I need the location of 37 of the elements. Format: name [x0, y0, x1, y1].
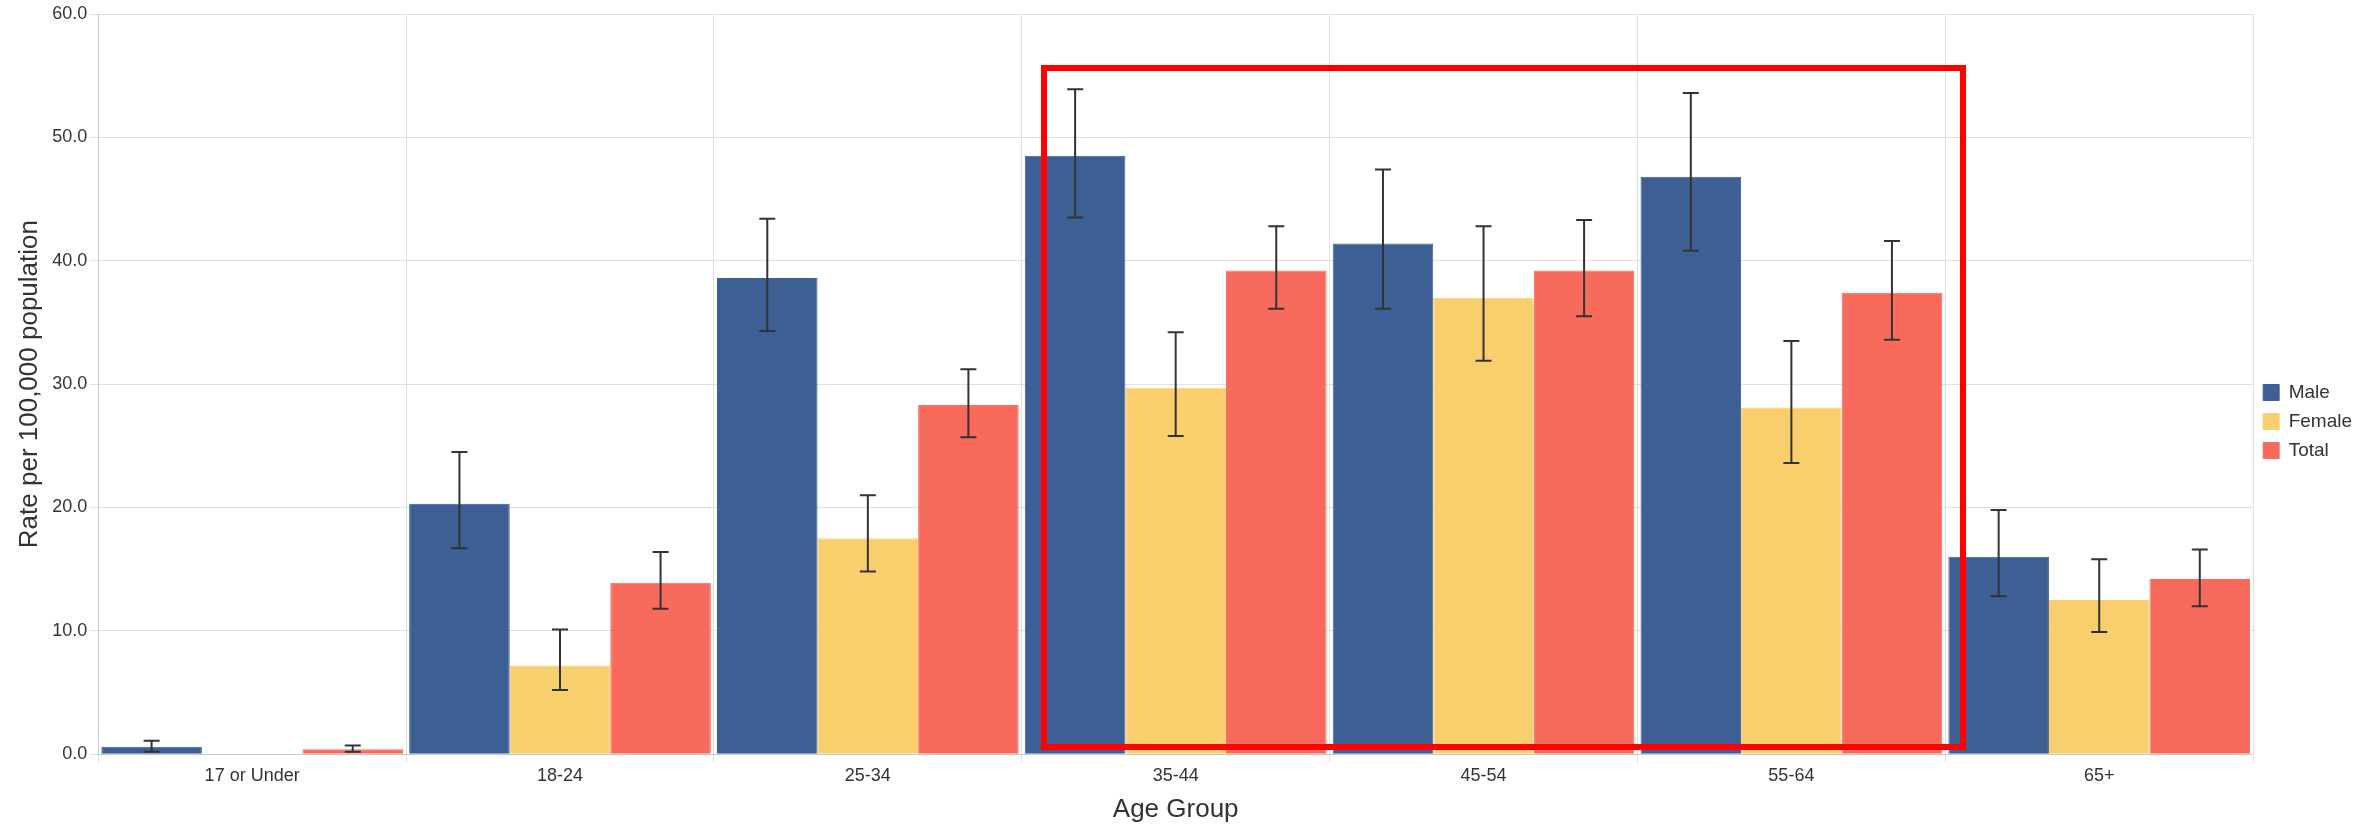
bar — [409, 503, 510, 754]
bar — [2149, 579, 2251, 754]
bar — [1225, 270, 1327, 754]
y-tick-label: 0.0 — [62, 743, 88, 764]
legend-label: Female — [2288, 409, 2352, 431]
y-tick-label: 20.0 — [52, 496, 88, 517]
bar — [1741, 407, 1842, 754]
y-tick-label: 60.0 — [52, 2, 88, 23]
bar — [2048, 599, 2150, 754]
x-tick-label: 55-64 — [1768, 764, 1815, 785]
bar — [717, 278, 818, 754]
y-tick-label: 30.0 — [52, 373, 88, 394]
x-tick-label: 25-34 — [844, 764, 891, 785]
bar — [1948, 556, 2049, 754]
x-tick-label: 45-54 — [1460, 764, 1507, 785]
y-tick-label: 50.0 — [52, 126, 88, 147]
bar — [1125, 387, 1226, 754]
bar — [1433, 297, 1534, 754]
x-tick-label: 18-24 — [536, 764, 584, 785]
bar — [817, 538, 919, 754]
y-tick-label: 40.0 — [52, 249, 88, 270]
bar — [610, 582, 711, 754]
y-axis-title: Rate per 100,000 population — [12, 220, 43, 549]
bar — [918, 405, 1019, 754]
bar — [1533, 270, 1635, 754]
x-tick-label: 17 or Under — [204, 764, 300, 785]
bar — [1332, 243, 1434, 754]
x-tick-label: 65+ — [2083, 764, 2115, 785]
legend-label: Total — [2288, 438, 2329, 460]
x-axis-title: Age Group — [1112, 792, 1239, 823]
bar — [1841, 292, 1943, 754]
bar — [1024, 155, 1126, 754]
x-tick-label: 35-44 — [1152, 764, 1199, 785]
bar — [509, 665, 611, 754]
legend-label: Male — [2288, 380, 2330, 402]
bar — [1640, 176, 1742, 754]
y-tick-label: 10.0 — [52, 619, 88, 640]
